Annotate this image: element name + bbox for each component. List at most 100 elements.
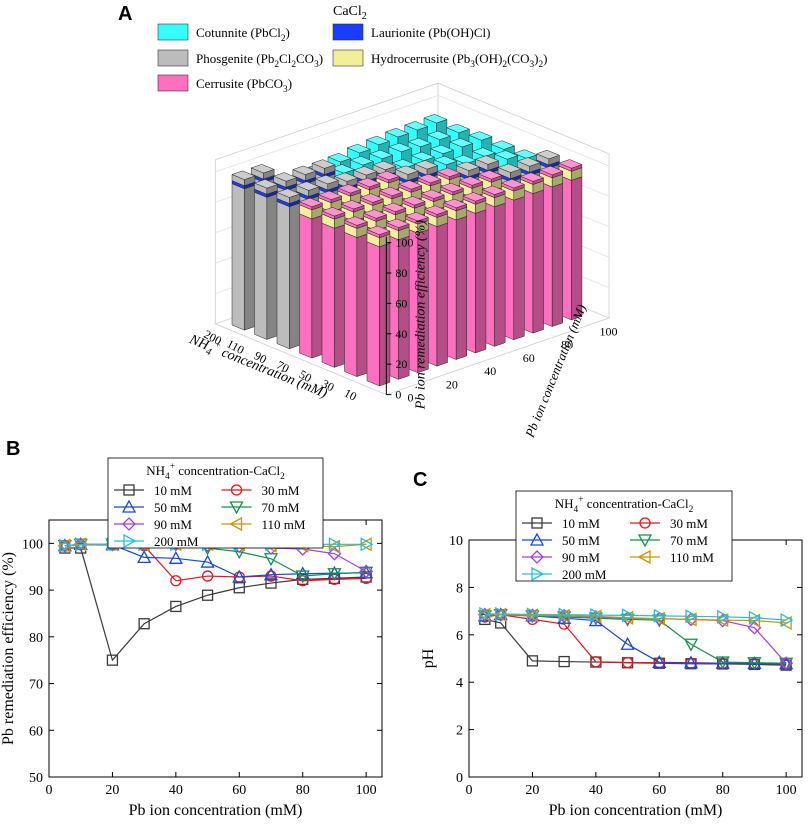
x-tick-label: 60 [232,783,246,798]
series-line [484,614,787,624]
x-tick-label: 80 [716,783,730,798]
data-point [359,564,374,579]
bar-side-face [532,189,544,334]
bar-top-face [407,137,432,148]
data-point [201,589,214,601]
data-point [495,606,509,622]
legend-box [107,457,324,549]
series-line [484,614,787,665]
bar-top-face [404,212,430,222]
bar-top-face [471,147,496,157]
legend-marker [123,484,135,496]
legend-label: 30 mM [670,516,708,531]
x-tick-label: 0 [466,783,473,798]
bar-front-face [299,213,313,359]
data-point [558,655,570,668]
y-tick-label: 10 [449,534,463,549]
legend-swatch-hydrocerrusite [332,49,364,67]
data-point [57,538,72,553]
bar-front-face [231,183,245,331]
data-point [138,618,150,630]
data-point [683,638,699,652]
data-point [201,570,214,582]
data-point [748,610,762,625]
data-point [479,606,493,622]
bar-top-face [417,173,442,184]
legend-title: NH4+ concentration-CaCl2 [146,462,285,482]
bar-top-face [384,128,410,138]
bar-top-face [439,182,465,193]
legend-label-cotunnite: Cotunnite (PbCl2) [196,25,290,44]
bar-side-face [356,233,368,377]
data-point [526,607,540,622]
data-point [590,656,602,668]
bar-front-face [366,241,380,387]
y-tick-label: 100 [22,537,43,552]
data-point [558,607,572,622]
data-point [779,656,794,671]
z-axis-title: Pb ion remediation efficiency (%) [413,220,428,411]
legend-marker [121,499,137,513]
nh4-tick-label: 30 [319,376,336,394]
data-point [360,537,374,552]
bar-side-face [266,193,278,340]
data-point [170,575,182,587]
bar-nh4-200-pb-40 [443,198,468,360]
bar-top-face [385,218,410,228]
bar-top-face [443,198,468,209]
bar-nh4-70-pb-5 [298,197,324,359]
legend-swatch-cerrusite [157,74,189,92]
data-point [75,537,89,552]
grid-line [215,94,610,173]
legend-label: 10 mM [562,516,600,531]
bar-top-face [372,160,397,171]
x-tick-label: 20 [105,783,119,798]
data-point [327,539,341,554]
data-point [779,657,794,671]
bar-top-face [423,114,448,124]
bar-top-face [317,190,343,200]
chart-title: CaCl2 [333,4,367,22]
data-point [621,656,634,669]
y-tick-label: 4 [456,676,463,691]
bar-top-face [375,170,400,181]
bar-top-face [298,197,324,208]
data-point [590,608,604,623]
bar-top-face [423,205,449,215]
bar-top-face [455,161,481,171]
bar-top-face [413,160,439,170]
data-point [168,550,183,564]
z-tick-label: 40 [395,327,407,341]
y-tick-label: 0 [456,771,463,786]
bar-top-face [272,172,298,182]
legend-marker [230,484,243,496]
bar-top-face [253,179,279,189]
nh4-tick-label: 70 [274,358,291,376]
bar-top-face [366,225,391,235]
nh4-tick-label: 90 [252,348,269,366]
panel-label: C [413,469,427,491]
bar-front-face [276,201,290,350]
y-tick-label: 90 [29,584,43,599]
legend-marker [639,517,651,529]
bar-side-face [475,209,487,354]
legend-label-cerrusite: Cerrusite (PbCO3) [196,76,292,95]
bar-top-face [330,164,355,174]
series-200-mM [479,606,794,628]
legend-marker [122,517,136,531]
data-point [328,537,342,552]
legend-marker [229,501,244,515]
legend-label: 90 mM [562,550,600,565]
series-line [64,547,367,662]
x-axis-title: Pb ion concentration (mM) [129,802,303,819]
series-line [484,613,787,621]
bar-top-face [497,163,522,173]
bar-top-face [333,172,359,182]
bar-top-face [426,130,451,140]
bar-nh4-90-pb-5 [321,207,346,368]
y-tick-label: 80 [29,631,43,646]
bar-top-face [343,216,369,226]
x-tick-label: 20 [525,783,539,798]
bar-nh4-200-pb-30 [423,205,449,367]
